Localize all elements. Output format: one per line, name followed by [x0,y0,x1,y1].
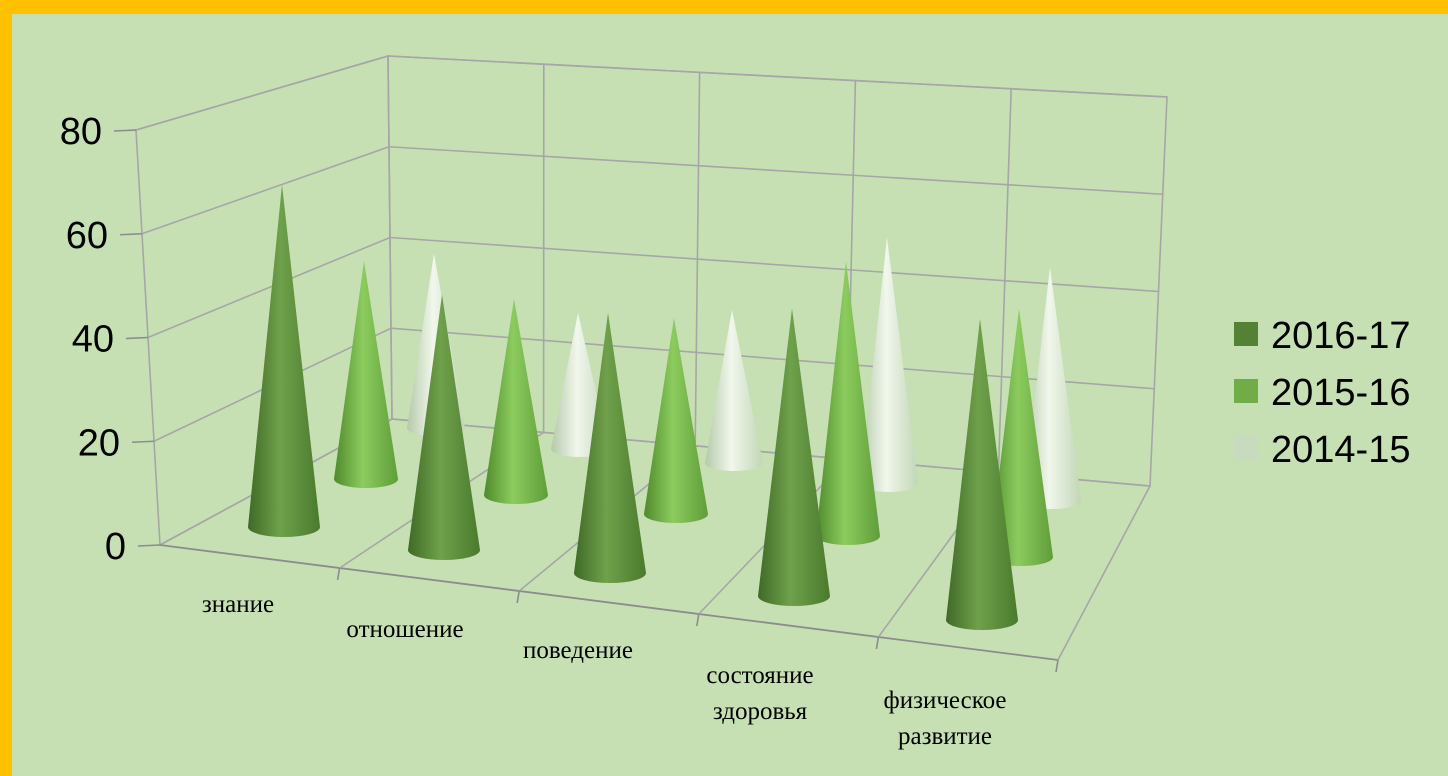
y-tick-label-0: 0 [105,526,126,568]
ytick-mark-20 [131,440,155,444]
category-label-3-0: состояние [706,662,813,689]
y-tick-label-80: 80 [60,111,102,153]
xtick-mark-3 [696,613,700,627]
cone-2014-15-2 [705,309,763,471]
gridlines [135,55,1168,546]
cone-2016-17-0 [248,184,320,537]
gridline-40 [147,236,1159,339]
xtick-mark-4 [875,636,880,650]
category-label-4-1: развитие [898,723,992,750]
xtick-mark-end [1055,659,1059,673]
cone-2015-16-0 [334,261,398,488]
cone-2014-15-3 [860,237,918,492]
gridline-80 [135,55,1168,131]
chart-frame: 0 20 40 60 80 знание отношение поведение состоя… [12,14,1448,776]
category-label-4-0: физическое [884,687,1007,714]
cone-marks [248,184,1081,630]
legend-swatch-2 [1234,436,1258,460]
x-axis-line [159,544,1059,661]
cone-2015-16-3 [816,261,880,545]
xtick-mark-1 [336,567,341,581]
y-axis-ticks: 0 20 40 60 80 [60,111,161,568]
category-label-0-0: знание [202,591,274,618]
legend-swatch-0 [1234,322,1258,346]
gridline-60 [141,145,1163,235]
legend-swatch-1 [1234,379,1258,403]
cone-2016-17-2 [574,312,646,583]
legend-label-0: 2016-17 [1271,315,1410,357]
legend-label-1: 2015-16 [1271,372,1410,414]
x-axis-labels: знание отношение поведение состояние здоровь… [202,591,1007,750]
cone-2015-16-2 [644,317,708,523]
y-tick-label-60: 60 [66,215,108,257]
cone-2016-17-3 [758,308,830,606]
floor-right-edge [1057,485,1151,661]
cone-2015-16-1 [484,298,548,504]
ytick-mark-80 [113,129,137,132]
cone-2015-16-4 [989,308,1053,566]
cone-chart: 0 20 40 60 80 знание отношение поведение состоя… [60,54,1410,750]
ytick-mark-0 [137,544,161,547]
category-label-2-0: поведение [523,637,633,664]
ytick-mark-40 [125,336,149,340]
xtick-mark-2 [516,590,520,604]
category-label-1-0: отношение [346,616,463,643]
back-divider-4 [997,88,1012,473]
y-tick-label-40: 40 [72,319,114,361]
cone-2016-17-1 [408,294,480,560]
legend-label-2: 2014-15 [1271,429,1410,471]
y-tick-label-20: 20 [78,422,120,464]
ytick-mark-60 [119,232,143,236]
cone-2016-17-4 [946,318,1018,630]
category-label-3-1: здоровья [713,698,808,725]
legend: 2016-17 2015-16 2014-15 [1234,315,1410,471]
back-divider-2 [694,72,701,446]
